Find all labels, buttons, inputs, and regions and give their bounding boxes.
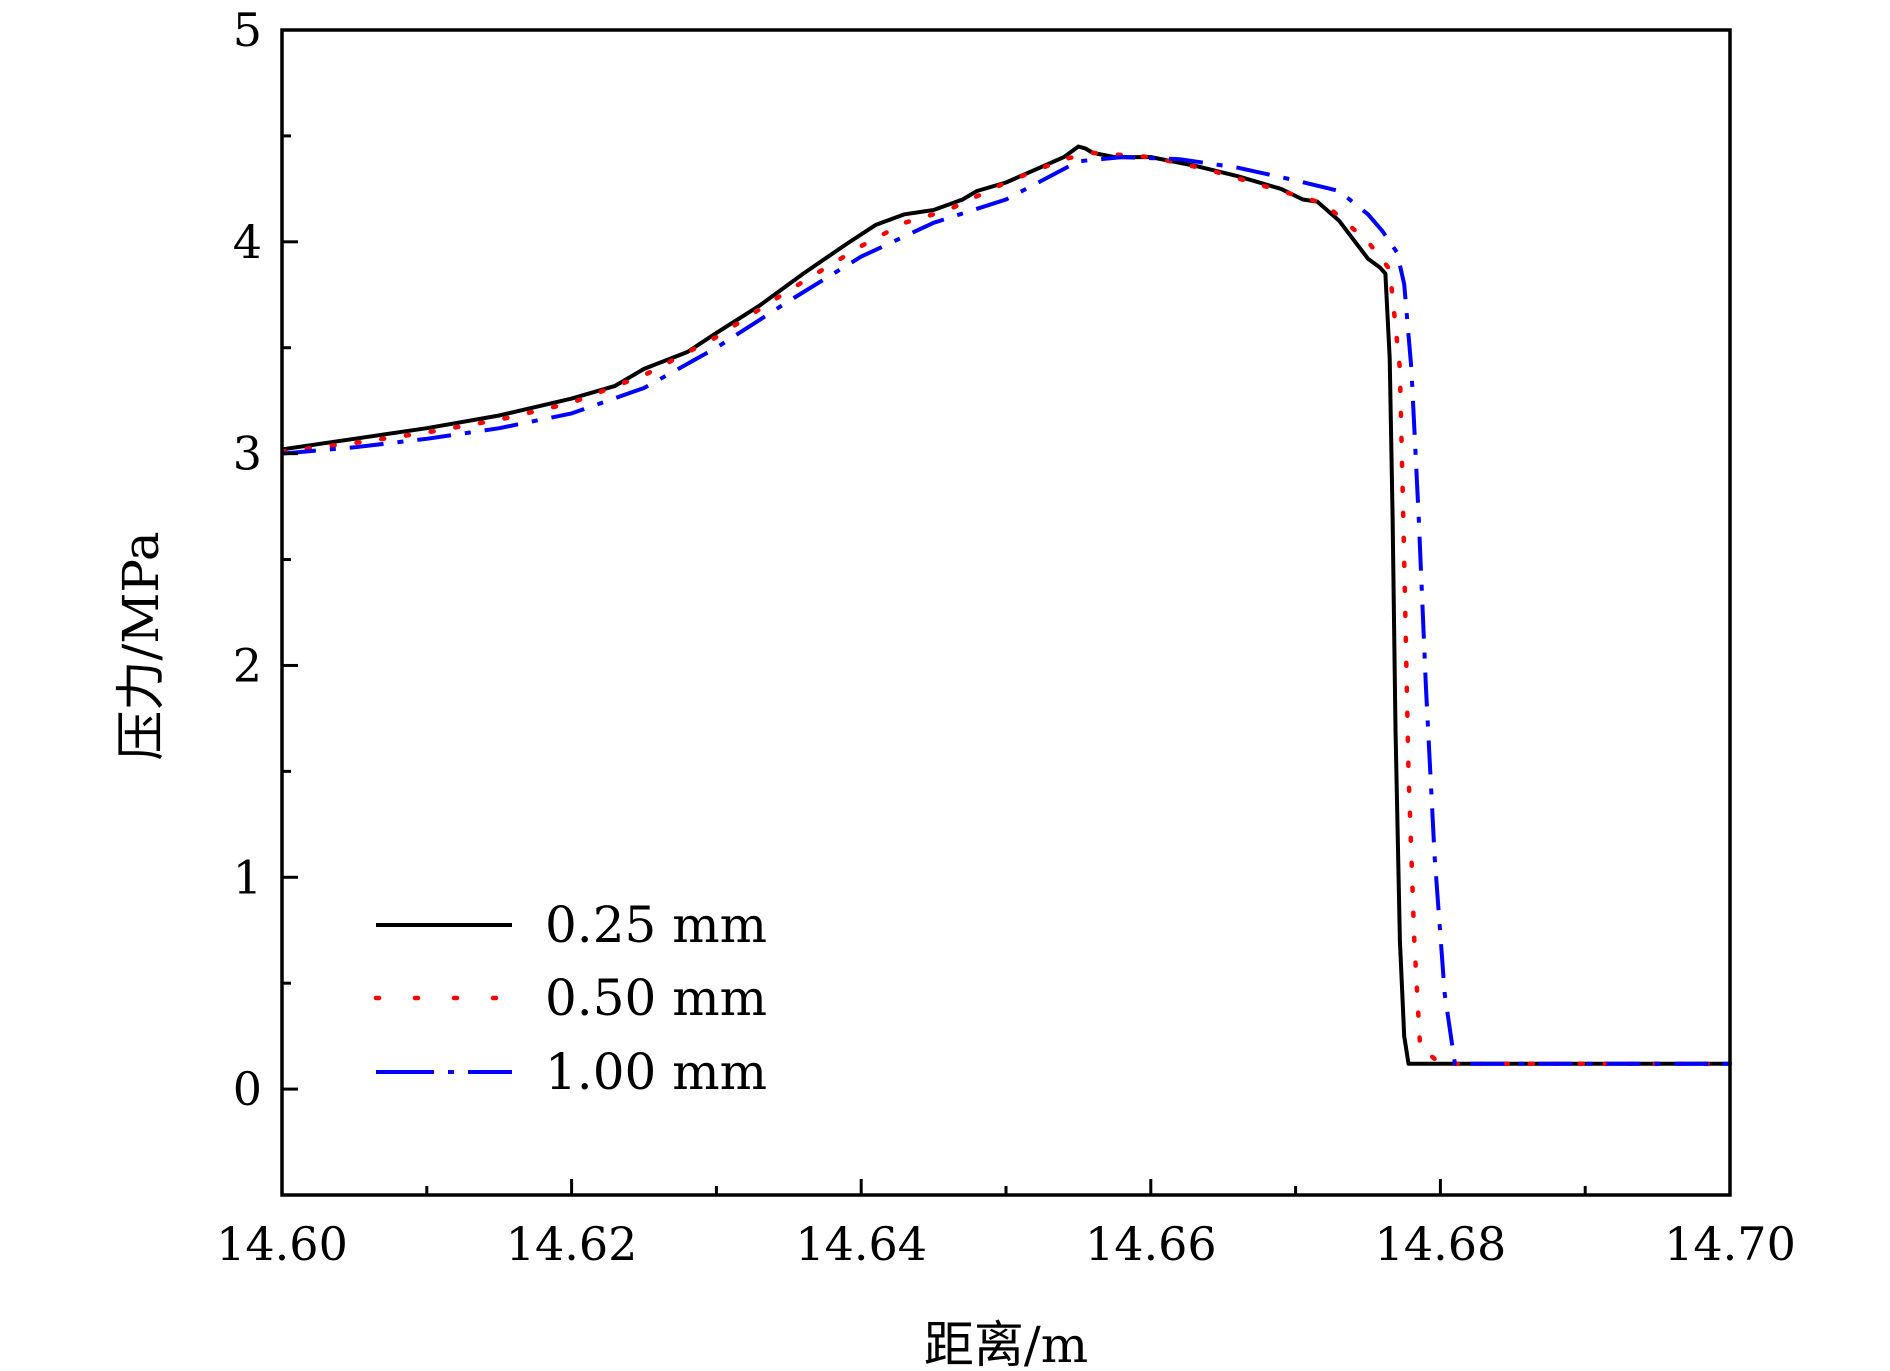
x-tick-label: 14.64 (795, 1217, 927, 1271)
series-layer (282, 144, 1732, 1066)
x-tick-label: 14.66 (1085, 1217, 1217, 1271)
y-tick-label: 0 (233, 1062, 262, 1116)
series-line-1-00-mm (282, 155, 1732, 1066)
x-axis-title: 距离/m (924, 1316, 1088, 1371)
legend: 0.25 mm 0.50 mm 1.00 mm (373, 896, 767, 1101)
y-axis-ticks: 0 1 2 3 4 5 (233, 3, 298, 1197)
y-tick-label: 1 (233, 850, 262, 904)
y-tick-label: 3 (233, 427, 262, 481)
x-tick-label: 14.68 (1375, 1217, 1507, 1271)
x-axis-ticks: 14.60 14.62 14.64 14.66 14.68 14.70 (216, 1179, 1796, 1271)
x-tick-label: 14.70 (1664, 1217, 1796, 1271)
x-tick-label: 14.60 (216, 1217, 348, 1271)
y-tick-label: 4 (233, 215, 262, 269)
plot-frame (280, 28, 1732, 1197)
legend-label: 0.50 mm (545, 969, 767, 1027)
legend-label: 0.25 mm (545, 896, 767, 954)
y-axis-title: 压力/MPa (112, 531, 170, 760)
y-tick-label: 5 (233, 3, 262, 57)
y-tick-label: 2 (233, 638, 262, 692)
x-tick-label: 14.62 (506, 1217, 638, 1271)
series-line-0-50-mm (282, 150, 1732, 1066)
legend-label: 1.00 mm (545, 1043, 767, 1101)
